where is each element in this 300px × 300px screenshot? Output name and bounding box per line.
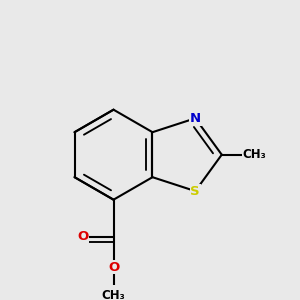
Text: O: O	[77, 230, 88, 243]
Text: CH₃: CH₃	[242, 148, 266, 161]
Text: CH₃: CH₃	[102, 289, 125, 300]
Text: O: O	[108, 261, 119, 274]
Text: N: N	[190, 112, 201, 125]
Text: S: S	[190, 184, 200, 198]
